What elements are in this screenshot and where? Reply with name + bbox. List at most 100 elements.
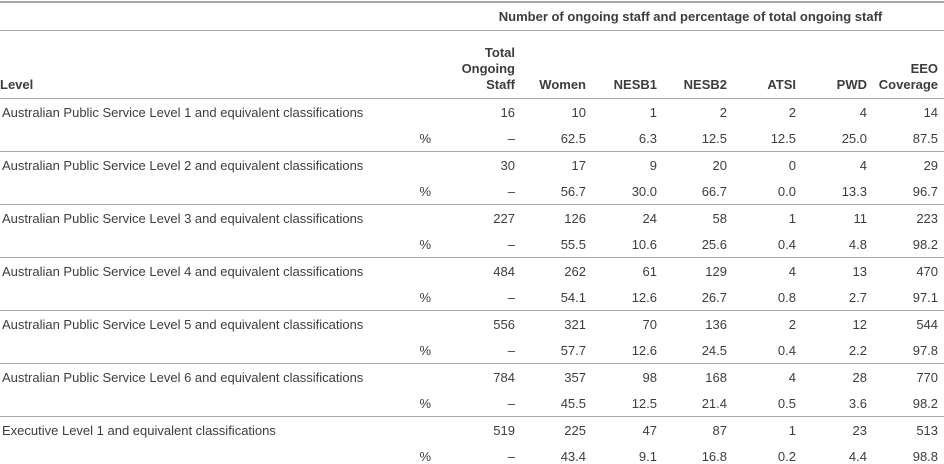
count-value: 126 — [564, 210, 586, 226]
count-value: 11 — [853, 210, 868, 226]
level-label: Australian Public Service Level 1 and eq… — [2, 104, 364, 120]
percent-value: 25.6 — [657, 231, 727, 258]
percent-row-label: % — [419, 448, 431, 464]
percent-value: 0.4 — [727, 231, 796, 258]
percent-value: 98.8 — [912, 448, 939, 464]
column-header-pwd: PWD — [796, 30, 867, 99]
percent-row-label: % — [0, 231, 437, 258]
count-value: 13 — [852, 263, 867, 279]
percent-value: 2.7 — [796, 284, 867, 311]
column-header-nesb1: NESB1 — [586, 30, 657, 99]
percent-value: 12.6 — [586, 337, 657, 364]
level-count-row: Australian Public Service Level 1 and eq… — [0, 99, 944, 126]
count-value: 30 — [500, 157, 515, 173]
percent-value: 0.0 — [727, 178, 796, 205]
level-label: Australian Public Service Level 2 and eq… — [2, 157, 364, 173]
count-value: 321 — [564, 316, 586, 332]
count-value: 357 — [564, 369, 586, 385]
count-value: 28 — [852, 369, 867, 385]
percent-value: 12.5 — [586, 390, 657, 417]
percent-value: 98.2 — [867, 231, 944, 258]
count-value: 58 — [712, 210, 727, 226]
column-header-row: Level Total Ongoing Staff Women NESB1 NE… — [0, 30, 944, 99]
percent-value: 55.5 — [515, 231, 586, 258]
level-count-row: Australian Public Service Level 4 and eq… — [0, 258, 944, 285]
column-header-level: Level — [0, 30, 437, 99]
percent-value: 96.7 — [867, 178, 944, 205]
count-value: 770 — [916, 369, 939, 385]
percent-value: 6.3 — [586, 125, 657, 152]
percent-value: 0.2 — [777, 448, 796, 464]
count-value: 544 — [916, 316, 939, 332]
count-value: 4 — [788, 263, 796, 279]
level-label: Australian Public Service Level 6 and eq… — [2, 369, 364, 385]
count-value: 470 — [916, 263, 939, 279]
count-value: 225 — [564, 422, 586, 438]
percent-value: 97.1 — [867, 284, 944, 311]
level-label: Executive Level 1 and equivalent classif… — [2, 422, 276, 438]
percent-value: – — [437, 178, 515, 205]
percent-value: 56.7 — [515, 178, 586, 205]
percent-row-label: % — [0, 390, 437, 417]
count-value: 10 — [571, 104, 586, 120]
percent-value: 9.1 — [638, 448, 657, 464]
percent-value: 13.3 — [796, 178, 867, 205]
count-value: 513 — [916, 422, 939, 438]
level-percent-row: % –57.7 12.6 24.5 0.4 2.2 97.8 — [0, 337, 944, 364]
count-value: 20 — [712, 157, 727, 173]
percent-value: 4.8 — [796, 231, 867, 258]
level-count-row: Executive Level 1 and equivalent classif… — [0, 417, 944, 444]
count-value: 16 — [500, 104, 515, 120]
level-label: Australian Public Service Level 3 and eq… — [2, 210, 364, 226]
count-value: 61 — [642, 263, 657, 279]
percent-value: 26.7 — [657, 284, 727, 311]
count-value: 4 — [788, 369, 796, 385]
percent-value: 43.4 — [560, 448, 586, 464]
spanner-spacer — [0, 2, 437, 31]
count-value: 24 — [642, 210, 657, 226]
percent-row-label: % — [0, 337, 437, 364]
count-value: 1 — [788, 422, 796, 438]
count-value: 87 — [712, 422, 727, 438]
percent-value: 10.6 — [586, 231, 657, 258]
percent-row-label: % — [0, 125, 437, 152]
percent-value: 87.5 — [867, 125, 944, 152]
level-percent-row: % –55.5 10.6 25.6 0.4 4.8 98.2 — [0, 231, 944, 258]
percent-value: 0.4 — [727, 337, 796, 364]
count-value: 4 — [859, 104, 867, 120]
percent-value: 12.6 — [586, 284, 657, 311]
count-value: 2 — [788, 104, 796, 120]
percent-value: 25.0 — [796, 125, 867, 152]
percent-value: 0.8 — [727, 284, 796, 311]
level-count-row: Australian Public Service Level 5 and eq… — [0, 311, 944, 338]
count-value: 168 — [705, 369, 727, 385]
percent-value: – — [437, 284, 515, 311]
count-value: 14 — [923, 104, 939, 120]
count-value: 784 — [493, 369, 515, 385]
count-value: 98 — [642, 369, 657, 385]
percent-row-label: % — [0, 178, 437, 205]
percent-value: 3.6 — [796, 390, 867, 417]
count-value: 9 — [649, 157, 657, 173]
percent-value: 12.5 — [657, 125, 727, 152]
count-value: 17 — [571, 157, 586, 173]
percent-value: 54.1 — [515, 284, 586, 311]
percent-value: – — [437, 337, 515, 364]
level-count-row: Australian Public Service Level 6 and eq… — [0, 364, 944, 391]
percent-value: 66.7 — [657, 178, 727, 205]
count-value: 556 — [493, 316, 515, 332]
count-value: 223 — [916, 210, 939, 226]
level-percent-row: % –54.1 12.6 26.7 0.8 2.7 97.1 — [0, 284, 944, 311]
percent-value: – — [507, 448, 515, 464]
percent-value: 16.8 — [701, 448, 727, 464]
column-header-total-ongoing-staff: Total Ongoing Staff — [437, 30, 515, 99]
percent-value: 0.5 — [727, 390, 796, 417]
level-percent-row: % –62.5 6.3 12.5 12.5 25.0 87.5 — [0, 125, 944, 152]
count-value: 70 — [642, 316, 657, 332]
count-value: 0 — [788, 157, 796, 173]
count-value: 227 — [493, 210, 515, 226]
count-value: 2 — [788, 316, 796, 332]
count-value: 47 — [642, 422, 657, 438]
level-percent-row: % –56.7 30.0 66.7 0.0 13.3 96.7 — [0, 178, 944, 205]
